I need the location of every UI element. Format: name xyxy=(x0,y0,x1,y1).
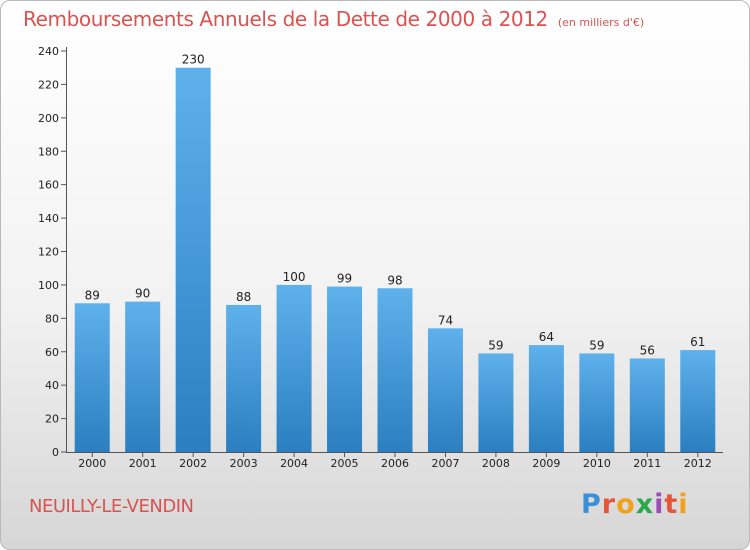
logo-letter: i xyxy=(678,489,689,520)
city-name: NEUILLY-LE-VENDIN xyxy=(29,496,194,517)
x-tick-label: 2011 xyxy=(633,457,661,470)
logo-letter: x xyxy=(635,489,655,520)
logo-letter: P xyxy=(581,489,602,520)
bar xyxy=(125,301,161,452)
bar xyxy=(175,67,211,452)
data-label: 100 xyxy=(283,270,306,284)
y-tick-label: 220 xyxy=(38,78,59,91)
data-label: 90 xyxy=(135,287,150,301)
data-label: 64 xyxy=(539,330,554,344)
y-tick-label: 180 xyxy=(38,145,59,158)
y-tick-label: 20 xyxy=(45,413,59,426)
bar xyxy=(680,350,716,452)
bar xyxy=(74,303,110,452)
proxiti-logo: Proxiti xyxy=(581,489,689,520)
bar xyxy=(528,345,564,452)
y-tick-label: 200 xyxy=(38,112,59,125)
bar xyxy=(226,304,262,452)
y-tick-label: 120 xyxy=(38,246,59,259)
y-tick-label: 80 xyxy=(45,312,59,325)
data-label: 61 xyxy=(690,335,705,349)
y-tick-label: 160 xyxy=(38,179,59,192)
data-label: 74 xyxy=(438,313,453,327)
logo-letter: i xyxy=(654,489,665,520)
y-tick-label: 140 xyxy=(38,212,59,225)
x-tick-label: 2003 xyxy=(230,457,258,470)
y-tick-label: 40 xyxy=(45,379,59,392)
data-label: 59 xyxy=(488,338,503,352)
logo-letter: t xyxy=(664,489,679,520)
logo-letter: o xyxy=(616,489,636,520)
x-tick-label: 2002 xyxy=(179,457,207,470)
bar xyxy=(579,353,615,452)
x-tick-label: 2010 xyxy=(583,457,611,470)
bar xyxy=(276,284,312,452)
x-tick-label: 2000 xyxy=(78,457,106,470)
x-tick-label: 2004 xyxy=(280,457,308,470)
x-tick-label: 2009 xyxy=(532,457,560,470)
logo-letter: r xyxy=(601,489,617,520)
chart-title-text: Remboursements Annuels de la Dette de 20… xyxy=(23,7,548,31)
data-label: 88 xyxy=(236,290,251,304)
bar xyxy=(327,286,363,452)
x-tick-label: 2012 xyxy=(684,457,712,470)
data-label: 59 xyxy=(589,338,604,352)
y-tick-label: 100 xyxy=(38,279,59,292)
y-tick-label: 240 xyxy=(38,45,59,58)
chart-title: Remboursements Annuels de la Dette de 20… xyxy=(23,7,644,31)
x-tick-label: 2005 xyxy=(331,457,359,470)
bar xyxy=(377,288,413,452)
chart-subtitle: (en milliers d'€) xyxy=(557,16,645,29)
x-tick-label: 2001 xyxy=(129,457,157,470)
data-label: 89 xyxy=(85,288,100,302)
data-label: 98 xyxy=(387,273,402,287)
data-label: 230 xyxy=(182,53,205,67)
y-tick-label: 0 xyxy=(52,446,59,459)
bar xyxy=(629,358,665,452)
data-label: 56 xyxy=(640,343,655,357)
bar xyxy=(478,353,514,452)
x-tick-label: 2006 xyxy=(381,457,409,470)
data-label: 99 xyxy=(337,272,352,286)
x-tick-label: 2008 xyxy=(482,457,510,470)
x-tick-label: 2007 xyxy=(431,457,459,470)
bar xyxy=(427,328,463,452)
y-tick-label: 60 xyxy=(45,346,59,359)
